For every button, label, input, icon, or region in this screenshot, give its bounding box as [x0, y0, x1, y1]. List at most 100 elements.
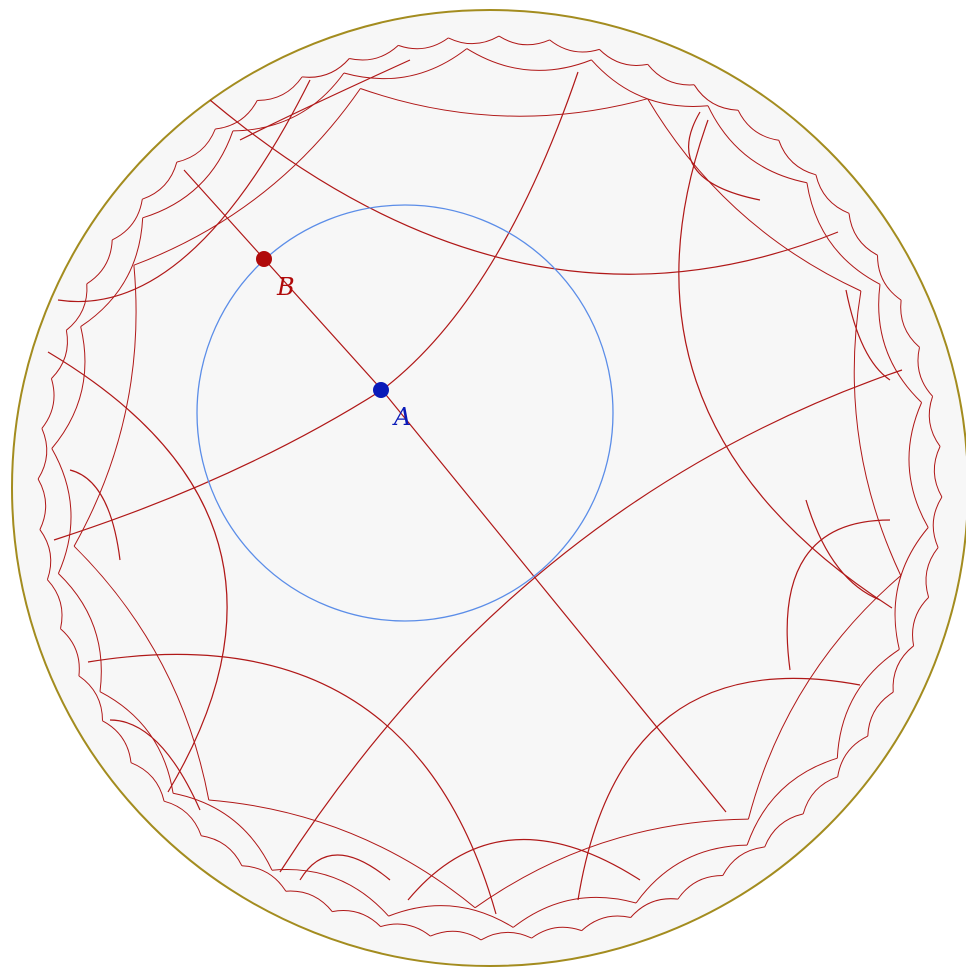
- boundary-scallop-arc: [925, 547, 939, 598]
- boundary-scallop-arc: [142, 130, 234, 219]
- geodesic-long-7: [786, 519, 891, 671]
- boundary-scallop-arc: [130, 762, 165, 802]
- boundary-scallop-arc: [894, 527, 929, 650]
- boundary-scallop-arc: [928, 396, 941, 447]
- boundary-scallop-arc: [60, 628, 80, 676]
- boundary-scallop-arc: [173, 792, 273, 871]
- boundary-scallop-arc: [892, 645, 914, 693]
- boundary-scallop-arc: [37, 428, 48, 480]
- boundary-scallop-arc: [474, 818, 749, 909]
- tiling-geodesics: [47, 59, 903, 915]
- boundary-scallop-arc: [912, 597, 929, 646]
- boundary-scallop-arc: [241, 865, 287, 892]
- boundary-scallop-arc: [806, 182, 881, 285]
- geodesic-long-13: [109, 719, 201, 811]
- boundary-scallop-arc: [51, 330, 68, 379]
- boundary-scallop-arc: [39, 529, 52, 580]
- point-a: [373, 382, 389, 398]
- boundary-scallop-arc: [430, 930, 482, 941]
- boundary-scallop-arc: [133, 88, 361, 266]
- boundary-scallop-arc: [848, 213, 878, 256]
- boundary-scallop-arc: [908, 402, 929, 528]
- boundary-scallop-arc: [343, 48, 468, 80]
- boundary-scallop-arc: [285, 890, 333, 912]
- tiling-boundary-arcs: [37, 35, 943, 941]
- disk-boundary: [11, 9, 966, 967]
- boundary-scallop-arc: [647, 64, 695, 86]
- geodesic-long-11: [845, 289, 891, 381]
- boundary-scallop-arc: [917, 347, 933, 397]
- geodesic-long-3: [678, 119, 893, 609]
- boundary-scallop-arc: [867, 691, 894, 737]
- geodesic-long-15: [805, 499, 881, 601]
- boundary-scallop-arc: [466, 48, 592, 71]
- boundary-scallop-arc: [737, 109, 779, 141]
- geodesic-long-10: [688, 111, 761, 201]
- geodesic-long-12: [69, 469, 121, 561]
- boundary-scallop-arc: [933, 446, 943, 498]
- circle-centered-near-a: [196, 204, 614, 622]
- boundary-scallop-arc: [78, 675, 103, 721]
- boundary-scallop-arc: [815, 174, 850, 214]
- boundary-scallop-arc: [332, 910, 381, 927]
- boundary-scallop-arc: [635, 844, 748, 904]
- boundary-scallop-arc: [877, 255, 902, 301]
- boundary-scallop-arc: [142, 161, 178, 200]
- boundary-scallop-arc: [693, 84, 739, 111]
- boundary-scallop-arc: [58, 573, 102, 692]
- boundary-scallop-arc: [591, 59, 709, 107]
- boundary-scallop-arc: [747, 575, 902, 820]
- boundary-scallop-arc: [802, 776, 838, 815]
- boundary-scallop-arc: [349, 45, 399, 61]
- point-b: [256, 251, 272, 267]
- geodesic-long-8: [407, 838, 641, 901]
- boundary-scallop-arc: [51, 326, 86, 449]
- boundary-scallop-arc: [549, 39, 600, 53]
- geodesic-long-5: [87, 653, 497, 915]
- boundary-scallop-arc: [878, 284, 922, 403]
- geodesic-long-6: [577, 677, 861, 901]
- boundary-scallop-arc: [647, 98, 862, 292]
- boundary-scallop-arc: [512, 896, 637, 928]
- boundary-scallop-arc: [360, 88, 648, 117]
- boundary-scallop-arc: [531, 926, 582, 939]
- boundary-scallop-arc: [257, 76, 303, 101]
- boundary-scallop-arc: [480, 931, 532, 941]
- boundary-scallop-arc: [176, 128, 216, 163]
- boundary-scallop-arc: [302, 58, 350, 78]
- boundary-scallop-arc: [707, 105, 807, 184]
- boundary-scallop-arc: [73, 545, 210, 801]
- boundary-scallop-arc: [380, 923, 431, 937]
- geodesic-long-4: [47, 351, 228, 793]
- boundary-scallop-arc: [581, 915, 631, 931]
- boundary-scallop-arc: [201, 835, 243, 867]
- boundary-scallop-arc: [80, 217, 144, 328]
- boundary-scallop-arc: [677, 875, 723, 900]
- boundary-scallop-arc: [99, 691, 174, 794]
- boundary-scallop-arc: [208, 799, 476, 909]
- boundary-scallop-arc: [630, 898, 678, 918]
- boundary-scallop-arc: [932, 496, 943, 548]
- boundary-scallop-arc: [498, 35, 550, 46]
- boundary-scallop-arc: [163, 800, 202, 836]
- boundary-scallop-arc: [215, 100, 258, 130]
- boundary-scallop-arc: [232, 72, 345, 132]
- boundary-scallop-arc: [73, 265, 137, 547]
- boundary-scallop-arc: [51, 448, 72, 574]
- boundary-scallop-arc: [900, 300, 920, 348]
- boundary-scallop-arc: [398, 37, 449, 50]
- geodesic-through-b: [57, 79, 311, 302]
- boundary-scallop-arc: [722, 846, 765, 876]
- boundary-scallop-arc: [746, 757, 838, 846]
- boundary-scallop-arc: [836, 648, 900, 759]
- point-b-label: B: [276, 273, 295, 301]
- boundary-scallop-arc: [388, 905, 514, 928]
- geodesic-long-2: [209, 99, 839, 275]
- boundary-scallop-arc: [102, 720, 132, 763]
- boundary-scallop-arc: [448, 35, 500, 45]
- boundary-scallop-arc: [778, 140, 817, 176]
- geodesic-long-1: [279, 369, 903, 873]
- boundary-scallop-arc: [853, 290, 902, 576]
- boundary-scallop-arc: [41, 378, 55, 429]
